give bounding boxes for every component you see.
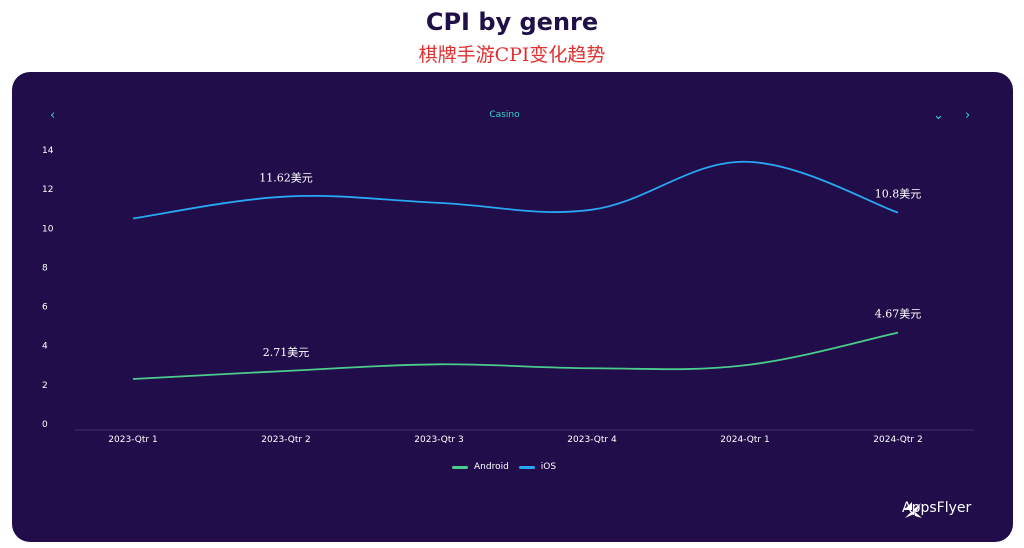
category-title: Casino (489, 110, 520, 120)
page-subtitle: 棋牌手游CPI变化趋势 (418, 44, 606, 66)
legend-swatch-android (452, 465, 468, 469)
data-label: 10.8美元 (875, 188, 922, 201)
series-line-ios (132, 160, 899, 220)
y-tick-label: 2 (42, 381, 48, 391)
legend-item-ios[interactable]: iOS (518, 462, 557, 472)
page-title: CPI by genre (425, 8, 599, 36)
appsflyer-logo-icon (904, 502, 922, 518)
next-arrow-icon[interactable]: › (965, 108, 971, 123)
y-tick-label: 14 (42, 146, 54, 156)
y-tick-label: 6 (42, 303, 48, 313)
chart-legend: Android iOS (452, 462, 556, 472)
chart-panel: 0 2 4 6 8 10 12 14 2023-Qtr 1 2023-Qtr 2 2023-Qtr … (12, 72, 1013, 542)
legend-label-ios: iOS (540, 462, 557, 472)
appsflyer-logo: AppsFlyer (902, 500, 972, 518)
y-tick-label: 12 (42, 185, 53, 195)
data-label: 2.71美元 (263, 346, 310, 359)
previous-arrow-icon[interactable]: ‹ (50, 108, 56, 123)
x-tick-label: 2023-Qtr 2 (261, 435, 310, 445)
y-tick-label: 8 (42, 263, 48, 273)
legend-label-android: Android (474, 462, 509, 472)
data-label: 11.62美元 (259, 172, 313, 185)
y-tick-label: 10 (42, 224, 54, 234)
y-tick-label: 0 (42, 420, 48, 430)
dropdown-chevron-icon[interactable]: ⌄ (933, 108, 944, 123)
y-tick-label: 4 (42, 342, 48, 352)
legend-swatch-ios (518, 465, 535, 469)
data-label: 4.67美元 (875, 308, 922, 321)
series-line-android (132, 331, 899, 380)
logo-text: AppsFlyer (902, 500, 972, 516)
legend-item-android[interactable]: Android (452, 462, 509, 472)
x-tick-label: 2023-Qtr 3 (414, 435, 463, 445)
line-chart: 0 2 4 6 8 10 12 14 2023-Qtr 1 2023-Qtr 2 2023-Qtr … (42, 146, 974, 445)
x-tick-label: 2024-Qtr 1 (720, 435, 769, 445)
x-tick-label: 2023-Qtr 1 (108, 435, 157, 445)
x-tick-label: 2024-Qtr 2 (873, 435, 922, 445)
x-tick-label: 2023-Qtr 4 (567, 435, 617, 445)
